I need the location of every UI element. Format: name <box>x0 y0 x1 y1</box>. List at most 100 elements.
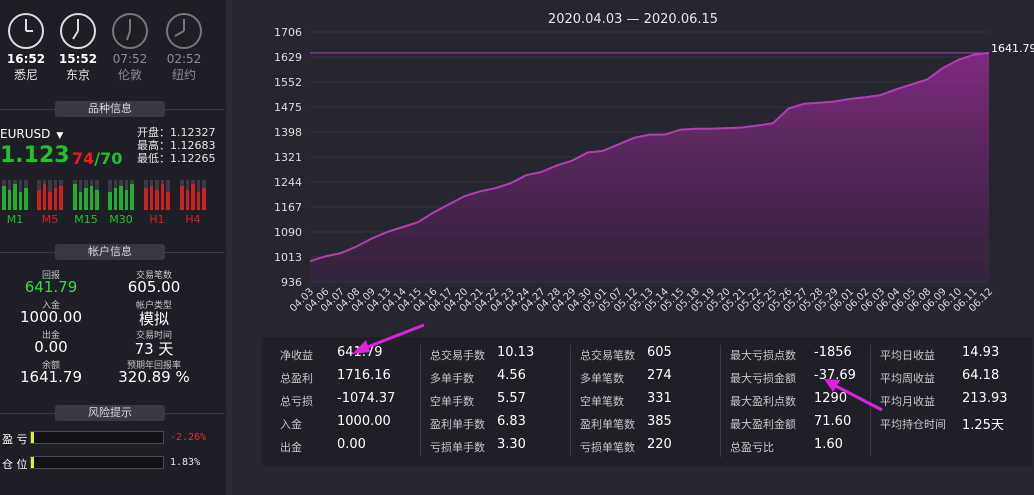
clock-city: 伦敦 <box>117 68 142 82</box>
risk-loss-bar <box>30 431 164 444</box>
stat-label: 亏损单笔数 <box>580 441 635 454</box>
low-price: 最低：1.12265 <box>137 152 216 165</box>
ohl-block: 开盘：1.12327 最高：1.12683 最低：1.12265 <box>137 126 216 165</box>
profit-label: 回报 <box>41 271 60 281</box>
timeframe-bars-m15 <box>73 178 99 210</box>
stat-value: 4.56 <box>497 368 526 383</box>
y-tick-label: 1244 <box>274 176 302 189</box>
stats-separator <box>720 345 721 457</box>
stat-label: 出金 <box>280 441 302 454</box>
clock-icon <box>112 13 148 49</box>
stats-separator <box>870 345 871 457</box>
y-tick-label: 1167 <box>274 201 302 214</box>
equity-chart: 1706 1629 1552 1475 1398 1321 1244 1167 1090 1013… <box>274 26 1034 314</box>
stat-value: 64.18 <box>962 368 1000 383</box>
stat-value: 1290 <box>814 391 848 406</box>
stat-value: 331 <box>647 391 672 406</box>
clock-icon <box>8 13 44 49</box>
caret-down-icon: ▼ <box>56 131 64 141</box>
stat-label: 总交易笔数 <box>580 349 635 362</box>
stat-value: -1856 <box>814 345 852 360</box>
timeframe-label[interactable]: M1 <box>6 213 24 226</box>
timeframe-label[interactable]: M15 <box>74 213 98 226</box>
current-price: 1.123 <box>0 143 70 168</box>
stat-label: 最大盈利点数 <box>730 395 796 408</box>
clock-city: 东京 <box>65 68 90 82</box>
stat-label: 空单手数 <box>430 395 474 408</box>
equity-area <box>310 52 989 282</box>
stat-label: 最大盈利金额 <box>730 418 796 431</box>
y-tick-label: 1475 <box>274 101 302 114</box>
clock-city: 纽约 <box>171 68 196 82</box>
account-type-label: 帐户类型 <box>135 301 172 311</box>
spread-sep: / <box>94 149 101 168</box>
stat-value: 10.13 <box>497 345 535 360</box>
clock-city: 悉尼 <box>13 68 38 82</box>
risk-position-bar <box>30 456 164 469</box>
stat-label: 盈利单手数 <box>430 418 485 431</box>
risk-position-value: 1.83% <box>170 457 201 468</box>
stat-label: 空单笔数 <box>580 395 624 408</box>
clock-newyork: 02:52 纽约 <box>160 12 208 83</box>
symbol-selector[interactable]: EURUSD ▼ <box>0 127 63 141</box>
y-tick-label: 1706 <box>274 26 302 39</box>
equity-line <box>309 51 990 263</box>
clock-icon <box>166 13 202 49</box>
timeframe-bars-m30 <box>108 178 134 210</box>
stat-value: 1000.00 <box>337 414 391 429</box>
trade-time-label: 交易时间 <box>135 331 172 341</box>
stats-separator <box>420 345 421 457</box>
risk-position-fill <box>31 457 34 468</box>
stat-value: 220 <box>647 437 672 452</box>
stats-table: 净收益 641.79 总盈利 1716.16 总亏损 -1074.37 入金 1000.00 出… <box>262 337 1032 466</box>
timeframe-label[interactable]: M5 <box>41 213 59 226</box>
clock-time: 15:52 <box>58 52 98 66</box>
stat-value: 274 <box>647 368 672 383</box>
left-panel: 16:52 悉尼 15:52 东京 07:52 伦敦 02:52 纽约 品种信息… <box>0 0 225 495</box>
account-type-value: 模拟 <box>138 310 169 328</box>
y-tick-label: 1013 <box>274 251 302 264</box>
deposit-value: 1000.00 <box>19 308 83 326</box>
stat-value: 1.25天 <box>962 418 1004 433</box>
stat-value: 213.93 <box>962 391 1008 406</box>
timeframe-label[interactable]: H4 <box>185 213 201 226</box>
risk-loss-value: -2.26% <box>170 432 207 443</box>
chart-title: 2020.04.03 — 2020.06.15 <box>547 12 719 27</box>
high-price: 最高：1.12683 <box>137 139 216 152</box>
risk-loss-label: 盈 亏 <box>2 433 28 446</box>
stat-label: 入金 <box>280 418 302 431</box>
timeframe-bars-m1 <box>2 178 28 210</box>
stat-label: 多单手数 <box>430 372 474 385</box>
stat-label: 净收益 <box>280 349 313 362</box>
stat-label: 多单笔数 <box>580 372 624 385</box>
deposit-label: 入金 <box>41 301 60 311</box>
stat-value: 3.30 <box>497 437 526 452</box>
annual-return-value: 320.89 % <box>118 368 190 386</box>
stat-label: 平均持仓时间 <box>880 418 946 431</box>
y-tick-label: 1629 <box>274 51 302 64</box>
trades-label: 交易笔数 <box>135 271 172 281</box>
clock-icon <box>60 13 96 49</box>
clock-london: 07:52 伦敦 <box>106 12 154 83</box>
timeframe-bars-h4 <box>180 178 206 210</box>
withdraw-value: 0.00 <box>34 338 68 356</box>
stat-value: 14.93 <box>962 345 1000 360</box>
timeframe-label[interactable]: M30 <box>109 213 133 226</box>
trade-time-value: 73 天 <box>134 340 174 358</box>
stat-label: 总盈利 <box>280 372 313 385</box>
balance-label: 余额 <box>41 361 60 371</box>
stat-label: 总亏损 <box>280 395 313 408</box>
clock-time: 16:52 <box>6 52 46 66</box>
timeframe-label[interactable]: H1 <box>149 213 165 226</box>
stat-value: 385 <box>647 414 672 429</box>
stats-separator <box>570 345 571 457</box>
stat-label: 平均周收益 <box>880 372 935 385</box>
right-panel: 2020.04.03 — 2020.06.15 1706 1629 1552 1475… <box>232 0 1034 495</box>
spread-b: 70 <box>100 149 123 168</box>
annual-return-label: 预期年回报率 <box>126 361 181 371</box>
y-tick-label: 1398 <box>274 126 302 139</box>
stat-label: 总盈亏比 <box>730 441 774 454</box>
stat-value: 641.79 <box>337 345 383 360</box>
y-tick-label: 1321 <box>274 151 302 164</box>
balance-value: 1641.79 <box>19 368 83 386</box>
